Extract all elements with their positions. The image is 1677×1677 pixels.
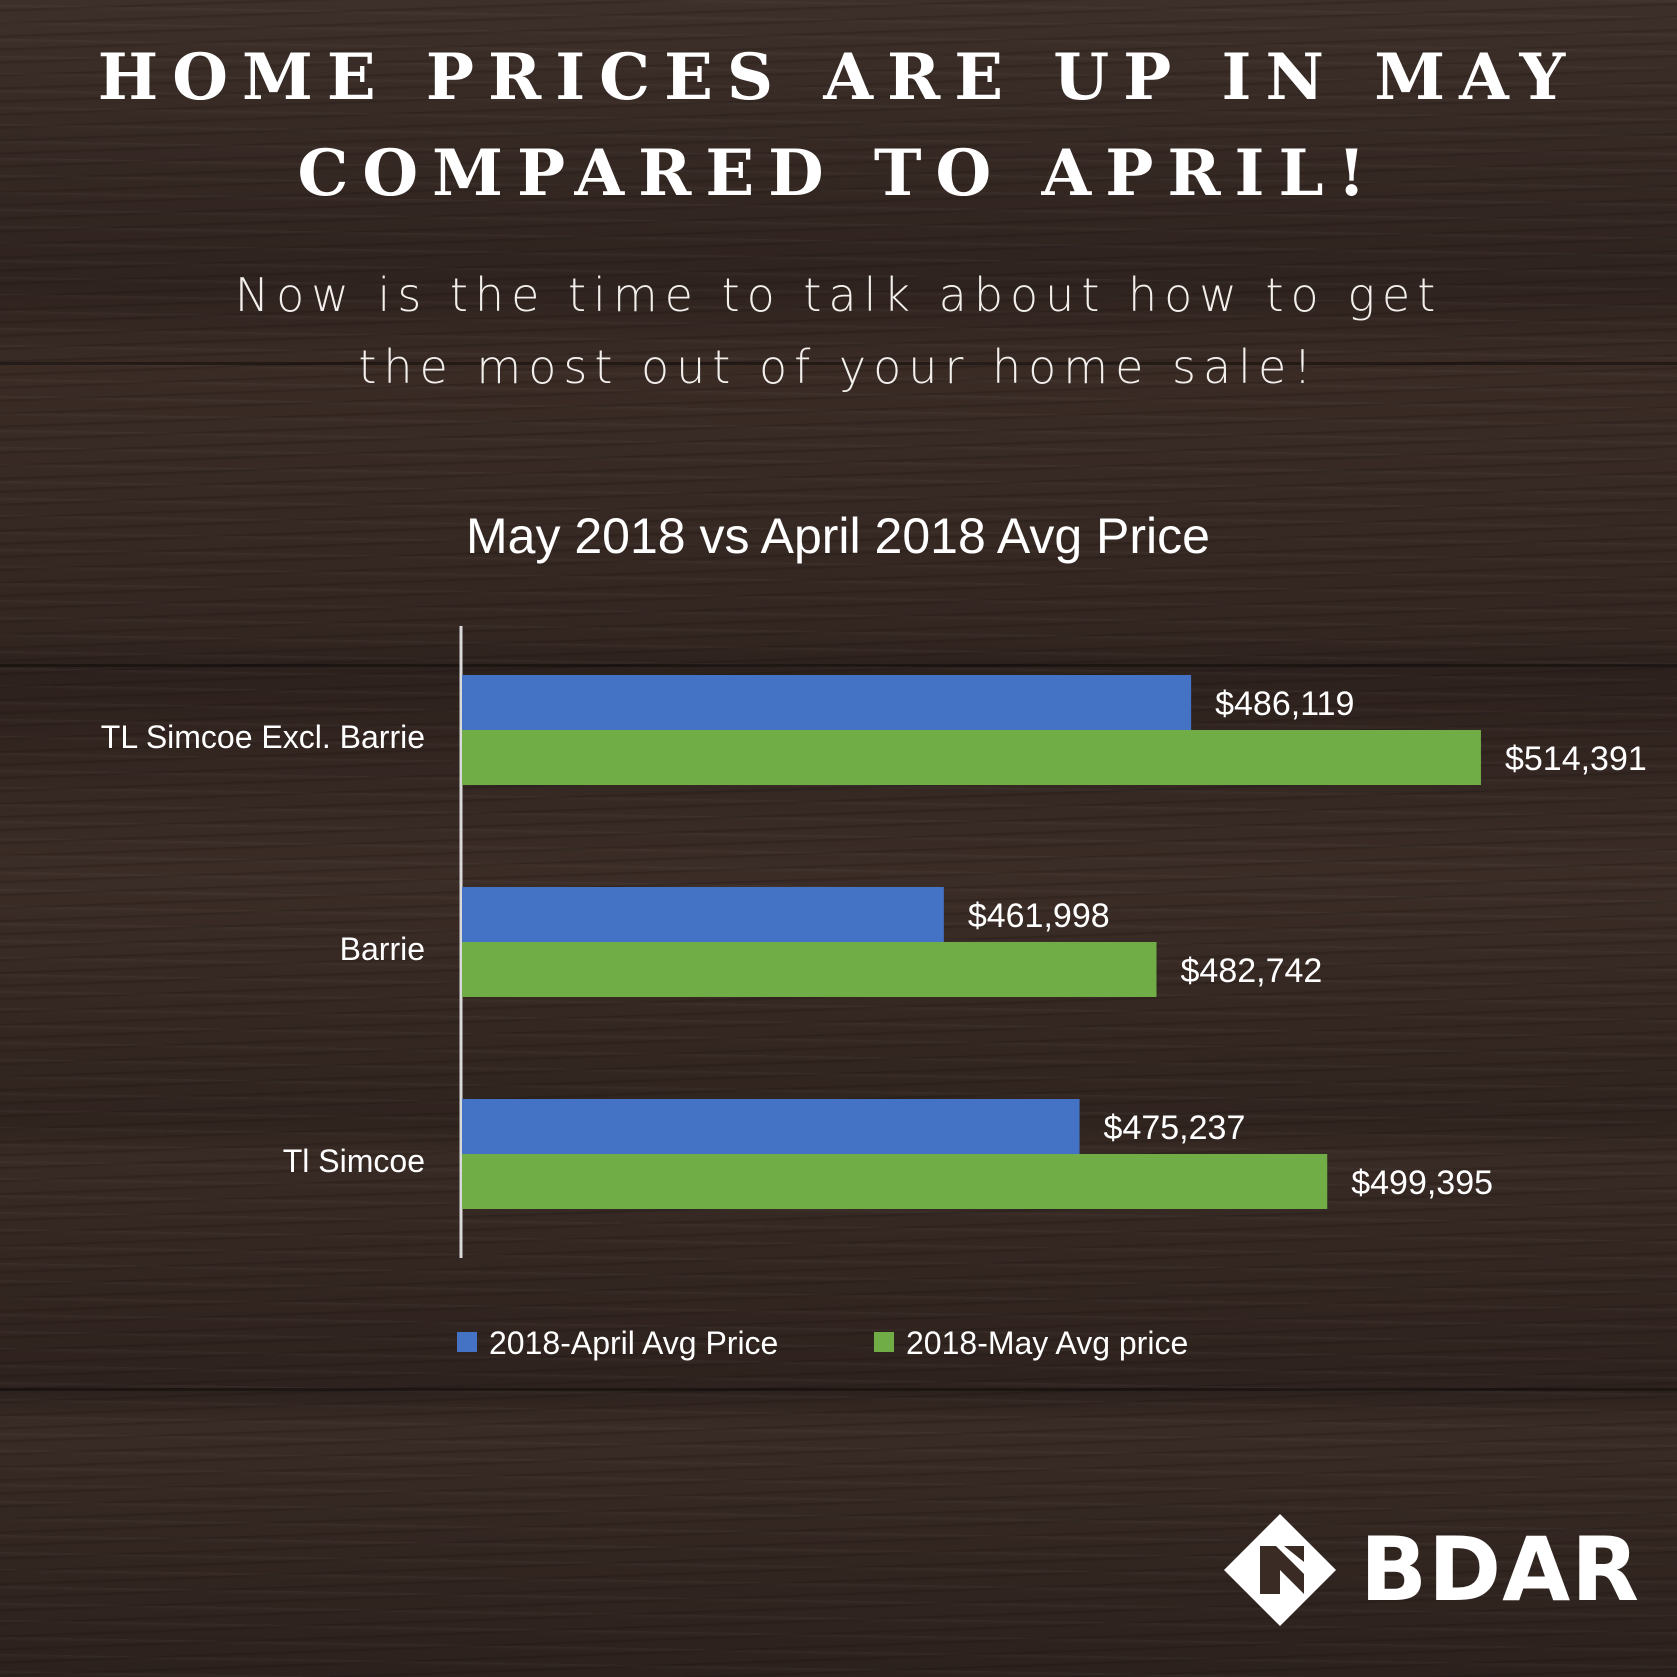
april-bar: [462, 675, 1192, 730]
category-label: Barrie: [340, 931, 425, 967]
category-label: Tl Simcoe: [283, 1143, 425, 1179]
data-label: $461,998: [968, 897, 1110, 935]
logo-text: BDAR: [1360, 1518, 1640, 1621]
bdar-logo: BDAR: [1220, 1510, 1639, 1630]
bdar-logo-icon: [1224, 1514, 1336, 1626]
legend-swatch: [874, 1332, 894, 1352]
subline-line-2: the most out of your home sale!: [358, 340, 1319, 394]
headline-line-1: HOME PRICES ARE UP IN MAY: [97, 40, 1580, 115]
data-label: $514,391: [1505, 740, 1647, 778]
legend-label: 2018-May Avg price: [906, 1325, 1188, 1361]
legend-label: 2018-April Avg Price: [489, 1325, 778, 1361]
headline-line-2: COMPARED TO APRIL!: [297, 136, 1380, 211]
data-label: $482,742: [1181, 952, 1323, 990]
data-label: $486,119: [1215, 685, 1354, 723]
april-bar: [462, 887, 944, 942]
plank-seam: [0, 362, 1677, 365]
may-bar: [462, 1154, 1328, 1209]
april-bar: [462, 1099, 1080, 1154]
category-label: TL Simcoe Excl. Barrie: [101, 719, 425, 755]
subline-line-1: Now is the time to talk about how to get: [234, 268, 1443, 322]
data-label: $475,237: [1104, 1109, 1246, 1147]
may-bar: [462, 730, 1481, 785]
may-bar: [462, 942, 1157, 997]
plank-seam: [0, 1388, 1677, 1391]
legend-swatch: [457, 1332, 477, 1352]
data-label: $499,395: [1351, 1164, 1493, 1202]
plank-seam: [0, 664, 1677, 667]
chart-title: May 2018 vs April 2018 Avg Price: [466, 508, 1210, 564]
